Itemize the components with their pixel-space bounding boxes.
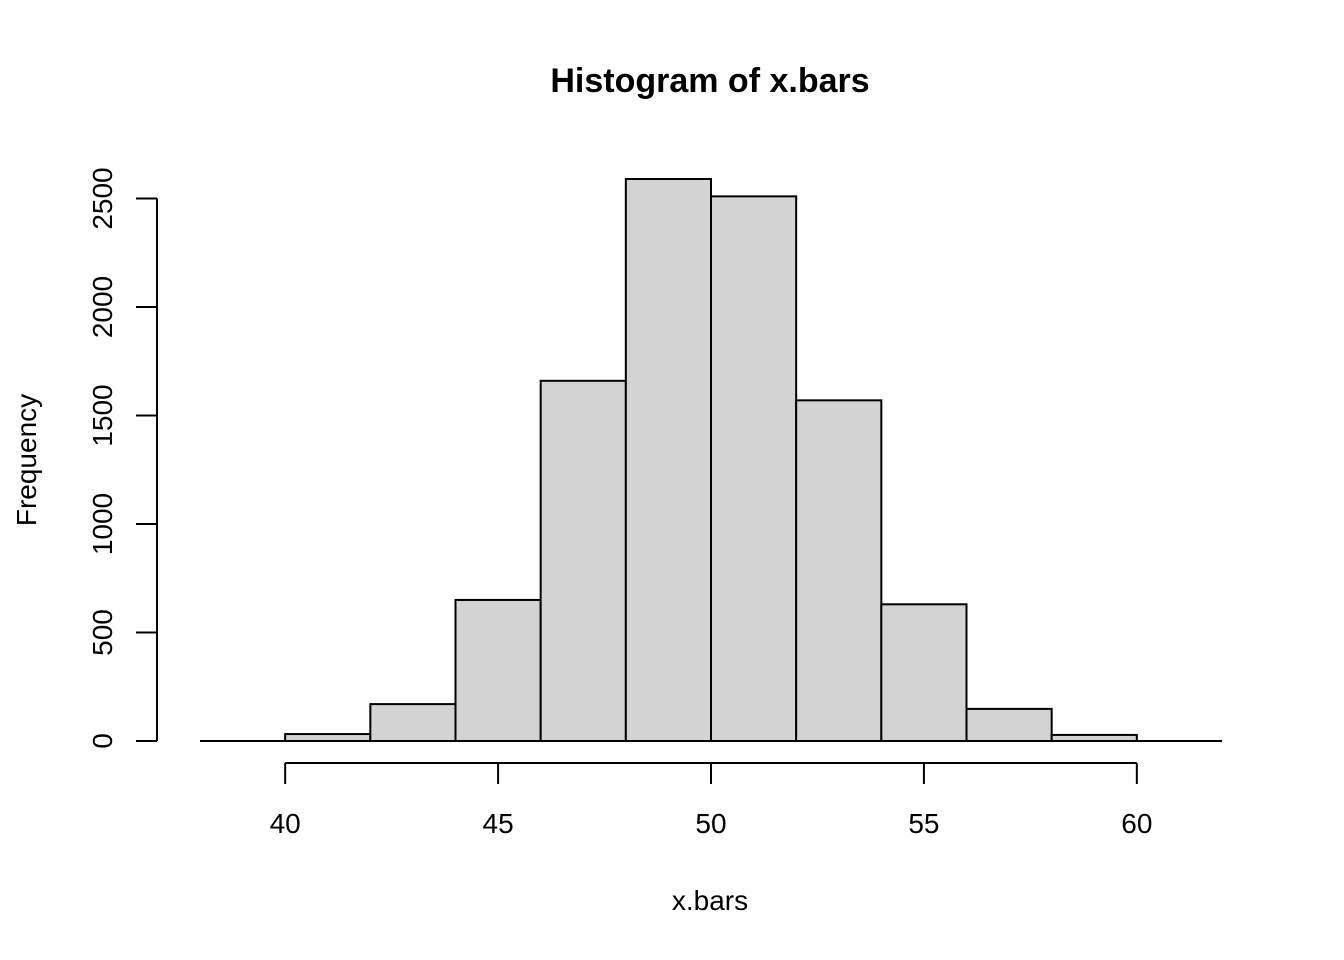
y-tick-label: 1000 [87, 493, 118, 555]
x-axis: 40 45 50 55 60 [270, 762, 1152, 839]
y-tick-label: 2500 [87, 167, 118, 229]
histogram-bar [369, 703, 457, 743]
y-axis-label: Frequency [11, 394, 42, 526]
y-tick-label: 2000 [87, 276, 118, 338]
y-tick-label: 1500 [87, 384, 118, 446]
x-tick-label: 60 [1121, 808, 1152, 839]
x-tick-label: 50 [695, 808, 726, 839]
y-axis: 0 500 1000 1500 2000 2500 [87, 167, 158, 749]
y-tick-label: 500 [87, 609, 118, 656]
histogram-bar [539, 379, 627, 742]
y-tick-label: 0 [87, 733, 118, 749]
histogram-bar [710, 195, 798, 742]
chart-title: Histogram of x.bars [550, 62, 869, 100]
x-tick-label: 45 [483, 808, 514, 839]
x-tick-label: 40 [270, 808, 301, 839]
histogram-bar [284, 733, 372, 743]
histogram-bars [200, 178, 1222, 743]
histogram-bar [624, 178, 712, 742]
histogram-bar [880, 603, 968, 742]
histogram-bar [795, 399, 883, 742]
histogram-bar [965, 707, 1053, 743]
x-tick-label: 55 [908, 808, 939, 839]
x-axis-label: x.bars [672, 885, 748, 916]
histogram-bar [454, 598, 542, 742]
